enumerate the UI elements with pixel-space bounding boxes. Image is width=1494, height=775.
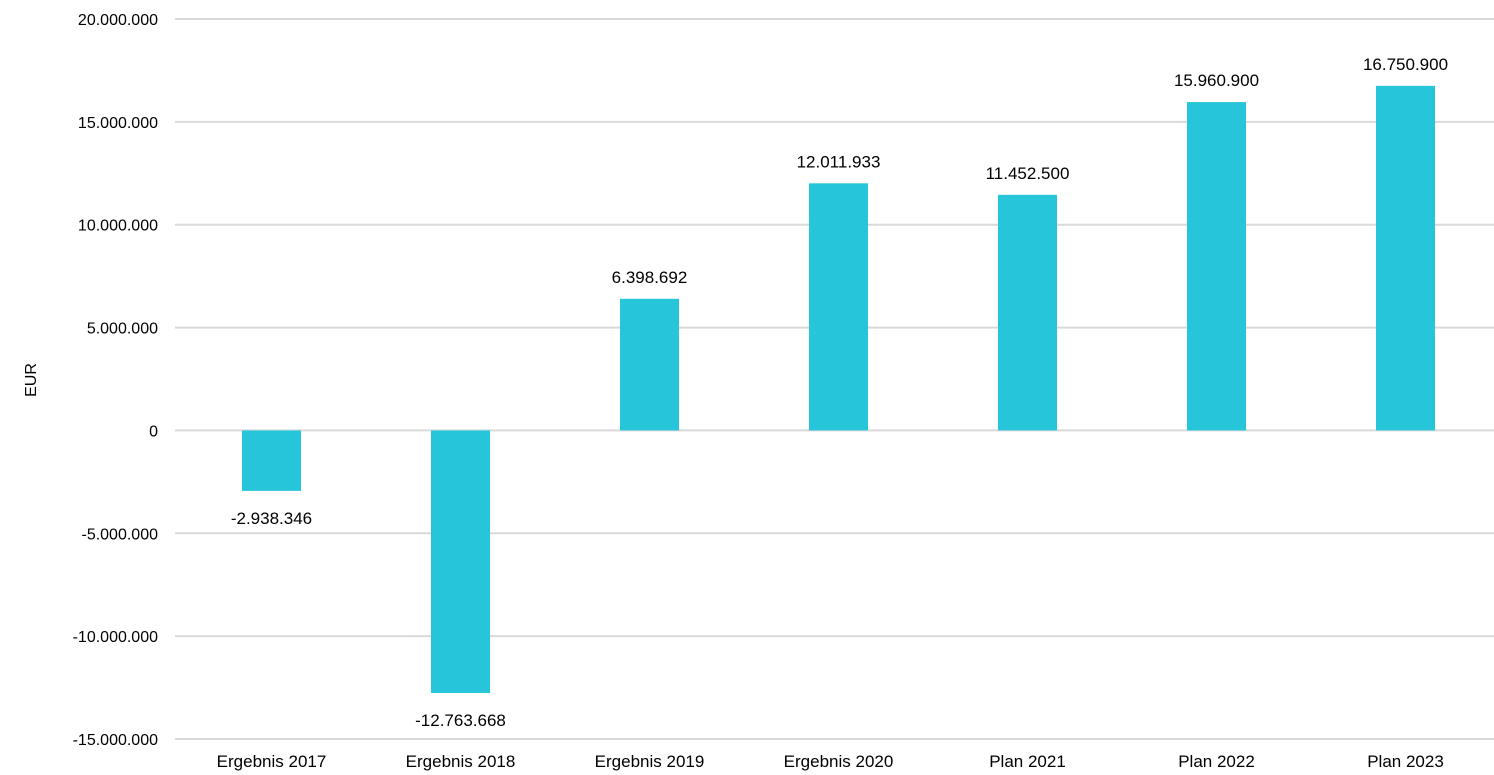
- x-category-label: Ergebnis 2018: [406, 752, 516, 771]
- x-category-label: Ergebnis 2020: [784, 752, 894, 771]
- x-category-label: Plan 2021: [989, 752, 1066, 771]
- y-tick-label: 5.000.000: [87, 321, 158, 338]
- y-tick-label: -15.000.000: [73, 732, 159, 749]
- bar: [1376, 85, 1435, 431]
- bar: [1187, 102, 1246, 431]
- y-axis-title: EUR: [23, 363, 40, 397]
- y-tick-label: -10.000.000: [73, 629, 159, 646]
- data-label: 15.960.900: [1174, 71, 1259, 90]
- data-labels: -2.938.346 -12.763.668 6.398.692 12.011.933…: [231, 55, 1448, 730]
- x-category-label: Ergebnis 2019: [595, 752, 705, 771]
- bar: [998, 194, 1057, 431]
- y-tick-label: 15.000.000: [78, 115, 158, 132]
- x-axis-category-labels: Ergebnis 2017 Ergebnis 2018 Ergebnis 2019 E…: [217, 752, 1444, 771]
- bar: [431, 430, 490, 693]
- x-category-label: Plan 2023: [1367, 752, 1444, 771]
- bar: [620, 298, 679, 431]
- bar: [809, 183, 868, 431]
- data-label: 6.398.692: [612, 268, 688, 287]
- y-axis-tick-labels: 20.000.000 15.000.000 10.000.000 5.000.000 0…: [73, 12, 159, 749]
- data-label: 11.452.500: [986, 164, 1070, 183]
- y-tick-label: 0: [149, 423, 158, 440]
- x-category-label: Plan 2022: [1178, 752, 1255, 771]
- y-tick-label: 10.000.000: [78, 218, 158, 235]
- bar: [242, 430, 301, 491]
- data-label: -12.763.668: [415, 711, 506, 730]
- data-label: -2.938.346: [231, 509, 312, 528]
- data-label: 12.011.933: [797, 152, 881, 171]
- y-tick-label: 20.000.000: [78, 12, 158, 29]
- x-category-label: Ergebnis 2017: [217, 752, 327, 771]
- data-label: 16.750.900: [1363, 55, 1448, 74]
- bars: [242, 85, 1435, 693]
- y-tick-label: -5.000.000: [81, 526, 158, 543]
